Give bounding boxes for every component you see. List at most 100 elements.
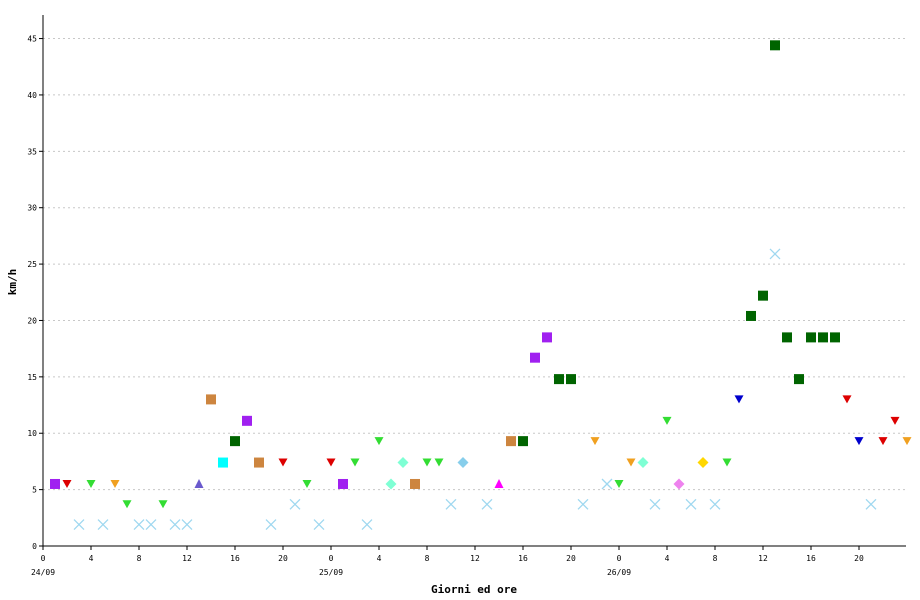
data-point [326, 458, 336, 467]
x-tick-labels: 0 4 8 12 16 20 0 4 8 12 16 20 0 4 8 12 16 20 24/09 25/09 26/… [31, 546, 864, 577]
data-point [133, 519, 145, 531]
data-point [590, 437, 600, 446]
y-axis-title: km/h [6, 269, 19, 296]
data-point [206, 394, 216, 405]
data-point [685, 498, 697, 510]
data-point [842, 395, 852, 404]
data-point [181, 519, 193, 531]
data-point [338, 478, 348, 489]
data-point [230, 436, 240, 447]
x-tick-label: 0 [41, 554, 46, 563]
data-point [313, 519, 325, 531]
data-point [878, 437, 888, 446]
data-point [302, 479, 312, 488]
data-point [445, 498, 457, 510]
data-point [97, 519, 109, 531]
data-point [722, 458, 732, 467]
data-point [758, 290, 768, 301]
data-point [626, 458, 636, 467]
data-point [782, 332, 792, 343]
data-point [374, 437, 384, 446]
data-point [806, 332, 816, 343]
data-point [169, 519, 181, 531]
data-point [818, 332, 828, 343]
data-point [746, 310, 756, 321]
y-tick-label: 35 [27, 147, 37, 156]
data-point [794, 374, 804, 385]
data-point [122, 500, 132, 509]
x-tick-label: 12 [470, 554, 480, 563]
data-point [145, 519, 157, 531]
y-tick-label: 15 [27, 373, 37, 382]
y-tick-label: 0 [32, 542, 37, 551]
data-point [410, 478, 420, 489]
x-tick-label: 16 [518, 554, 528, 563]
data-point [518, 436, 528, 447]
data-point [350, 458, 360, 467]
day-label: 25/09 [319, 568, 343, 577]
y-tick-label: 45 [27, 35, 37, 44]
data-point [62, 479, 72, 488]
data-point [830, 332, 840, 343]
x-tick-label: 4 [89, 554, 94, 563]
y-tick-label: 25 [27, 260, 37, 269]
data-point [361, 519, 373, 531]
y-tick-label: 10 [27, 429, 37, 438]
data-point [769, 248, 781, 260]
y-tick-label: 30 [27, 204, 37, 213]
data-point [614, 479, 624, 488]
x-tick-label: 0 [617, 554, 622, 563]
x-tick-label: 4 [377, 554, 382, 563]
x-tick-label: 20 [278, 554, 288, 563]
data-point [158, 500, 168, 509]
data-point [662, 416, 672, 425]
x-tick-label: 20 [566, 554, 576, 563]
data-point [542, 332, 552, 343]
data-point [530, 352, 540, 363]
x-tick-label: 16 [230, 554, 240, 563]
x-tick-label: 12 [182, 554, 192, 563]
data-points [50, 40, 912, 531]
data-point [397, 457, 409, 469]
data-point [709, 498, 721, 510]
data-point [734, 395, 744, 404]
x-tick-label: 8 [425, 554, 430, 563]
data-point [902, 437, 912, 446]
data-point [50, 478, 60, 489]
x-tick-label: 20 [854, 554, 864, 563]
x-tick-label: 4 [665, 554, 670, 563]
y-tick-label: 20 [27, 316, 37, 325]
data-point [434, 458, 444, 467]
data-point [637, 457, 649, 469]
data-point [770, 40, 780, 51]
data-point [110, 479, 120, 488]
data-point [854, 437, 864, 446]
y-tick-label: 5 [32, 486, 37, 495]
x-tick-label: 12 [758, 554, 768, 563]
data-point [673, 478, 685, 490]
data-point [601, 478, 613, 490]
data-point [73, 519, 85, 531]
data-point [218, 457, 228, 468]
data-point [242, 415, 252, 426]
day-label: 24/09 [31, 568, 55, 577]
data-point [554, 374, 564, 385]
y-tick-labels: 0 5 10 15 20 25 30 35 40 45 [27, 35, 43, 551]
data-point [194, 478, 204, 488]
day-label: 26/09 [607, 568, 631, 577]
data-point [506, 436, 516, 447]
data-point [865, 498, 877, 510]
x-tick-label: 16 [806, 554, 816, 563]
data-point [890, 416, 900, 425]
data-point [254, 457, 264, 468]
x-tick-label: 8 [137, 554, 142, 563]
y-tick-label: 40 [27, 91, 37, 100]
data-point [577, 498, 589, 510]
data-point [289, 498, 301, 510]
data-point [385, 478, 397, 490]
data-point [649, 498, 661, 510]
x-tick-label: 0 [329, 554, 334, 563]
data-point [278, 458, 288, 467]
x-tick-label: 8 [713, 554, 718, 563]
data-point [422, 458, 432, 467]
